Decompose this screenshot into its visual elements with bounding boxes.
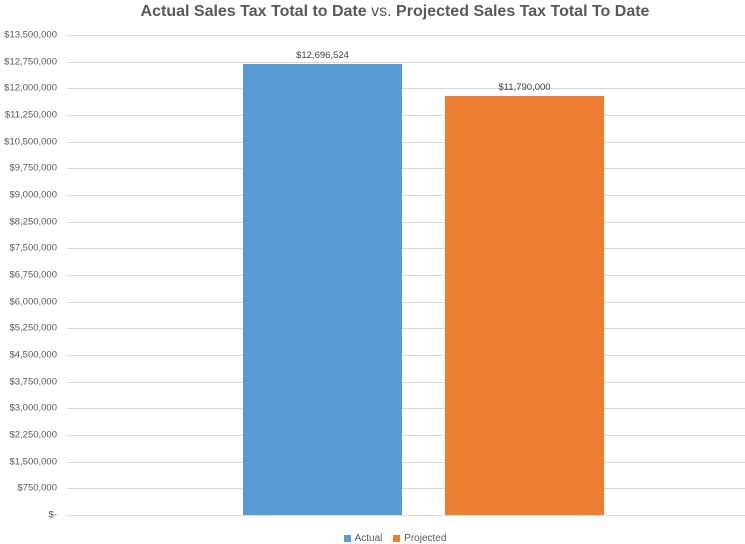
legend: Actual Projected bbox=[0, 533, 745, 544]
gridline bbox=[67, 142, 745, 143]
y-tick-label: $750,000 bbox=[17, 482, 57, 494]
gridline bbox=[67, 382, 745, 383]
gridline bbox=[67, 462, 745, 463]
y-tick-label: $10,500,000 bbox=[4, 136, 57, 148]
gridline bbox=[67, 515, 745, 516]
y-tick-label: $5,250,000 bbox=[9, 322, 57, 334]
legend-swatch-actual bbox=[343, 534, 351, 542]
gridline bbox=[67, 195, 745, 196]
y-tick-label: $9,000,000 bbox=[9, 189, 57, 201]
gridline bbox=[67, 88, 745, 89]
data-label-actual: $12,696,524 bbox=[296, 49, 349, 61]
gridline bbox=[67, 62, 745, 63]
y-tick-label: $9,750,000 bbox=[9, 162, 57, 174]
y-tick-label: $6,750,000 bbox=[9, 269, 57, 281]
y-tick-label: $3,750,000 bbox=[9, 376, 57, 388]
data-label-projected: $11,790,000 bbox=[498, 81, 551, 93]
gridline bbox=[67, 408, 745, 409]
gridline bbox=[67, 168, 745, 169]
y-tick-label: $- bbox=[48, 509, 57, 521]
y-tick-label: $12,000,000 bbox=[4, 82, 57, 94]
chart-title-right: Projected Sales Tax Total To Date bbox=[396, 3, 650, 20]
y-tick-label: $3,000,000 bbox=[9, 402, 57, 414]
gridline bbox=[67, 115, 745, 116]
legend-label-actual: Actual bbox=[354, 533, 383, 544]
y-tick-label: $7,500,000 bbox=[9, 242, 57, 254]
y-tick-label: $4,500,000 bbox=[9, 349, 57, 361]
bar-actual bbox=[243, 63, 402, 515]
gridline bbox=[67, 328, 745, 329]
gridline bbox=[67, 355, 745, 356]
legend-item-projected: Projected bbox=[393, 533, 446, 544]
y-tick-label: $13,500,000 bbox=[4, 29, 57, 41]
y-tick-label: $8,250,000 bbox=[9, 216, 57, 228]
y-tick-label: $2,250,000 bbox=[9, 429, 57, 441]
gridline bbox=[67, 435, 745, 436]
y-tick-label: $11,250,000 bbox=[4, 109, 57, 121]
y-tick-label: $1,500,000 bbox=[9, 456, 57, 468]
gridline bbox=[67, 222, 745, 223]
chart-title-vs: vs. bbox=[371, 3, 392, 20]
chart-title: Actual Sales Tax Total to Date vs. Proje… bbox=[0, 3, 745, 21]
gridline bbox=[67, 488, 745, 489]
gridline bbox=[67, 248, 745, 249]
gridline bbox=[67, 35, 745, 36]
legend-swatch-projected bbox=[393, 534, 401, 542]
bar-projected bbox=[445, 95, 604, 515]
gridline bbox=[67, 302, 745, 303]
legend-label-projected: Projected bbox=[404, 533, 447, 544]
y-tick-label: $12,750,000 bbox=[4, 56, 57, 68]
legend-item-actual: Actual bbox=[343, 533, 383, 544]
y-tick-label: $6,000,000 bbox=[9, 296, 57, 308]
chart-title-left: Actual Sales Tax Total to Date bbox=[140, 3, 367, 20]
gridline bbox=[67, 275, 745, 276]
